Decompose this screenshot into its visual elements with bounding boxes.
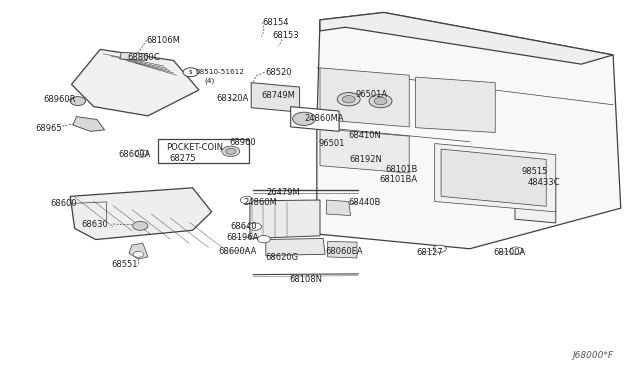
Text: 68101BA: 68101BA [380, 175, 417, 184]
Circle shape [433, 245, 446, 253]
Text: 68101B: 68101B [386, 165, 418, 174]
Text: 68440B: 68440B [348, 198, 380, 207]
Polygon shape [320, 129, 409, 173]
Circle shape [369, 94, 392, 108]
Text: 68551: 68551 [111, 260, 138, 269]
Circle shape [183, 68, 198, 77]
Polygon shape [250, 200, 320, 238]
Polygon shape [72, 49, 199, 116]
Text: 68320A: 68320A [216, 94, 248, 103]
Polygon shape [441, 149, 546, 206]
Text: 68960R: 68960R [44, 95, 76, 104]
Text: 68410N: 68410N [349, 131, 381, 140]
Text: 68127: 68127 [417, 248, 444, 257]
Circle shape [510, 247, 523, 254]
Text: 68196A: 68196A [227, 233, 259, 242]
Text: 68965: 68965 [36, 124, 63, 132]
Text: 26479M: 26479M [266, 188, 300, 197]
Text: 68106M: 68106M [147, 36, 180, 45]
Text: 68153: 68153 [272, 31, 299, 40]
FancyBboxPatch shape [158, 140, 248, 163]
Polygon shape [291, 107, 339, 131]
Text: 68108N: 68108N [289, 275, 323, 284]
Text: 68600A: 68600A [118, 150, 150, 159]
Text: 24860MA: 24860MA [305, 114, 344, 123]
Text: 68520: 68520 [266, 68, 292, 77]
Text: 68960: 68960 [229, 138, 255, 147]
Text: 98515: 98515 [522, 167, 548, 176]
Polygon shape [328, 241, 357, 258]
Polygon shape [435, 144, 556, 212]
Circle shape [132, 221, 148, 230]
Circle shape [241, 196, 253, 204]
Polygon shape [70, 188, 212, 240]
Text: J68000*F: J68000*F [572, 350, 613, 359]
Text: 68630: 68630 [82, 219, 108, 228]
Polygon shape [266, 238, 325, 256]
Text: 68620G: 68620G [266, 253, 299, 263]
Polygon shape [129, 243, 148, 259]
Text: 96501A: 96501A [356, 90, 388, 99]
Circle shape [342, 96, 355, 103]
Text: (4): (4) [204, 77, 214, 84]
Circle shape [292, 112, 316, 125]
Polygon shape [120, 52, 148, 61]
Circle shape [222, 146, 240, 157]
Circle shape [70, 97, 86, 106]
Polygon shape [326, 200, 351, 215]
Text: 68600AA: 68600AA [218, 247, 257, 256]
Polygon shape [251, 83, 300, 112]
Polygon shape [317, 13, 621, 249]
Circle shape [226, 148, 236, 154]
Text: 68640: 68640 [231, 222, 257, 231]
Text: 68060EA: 68060EA [325, 247, 363, 256]
Circle shape [374, 97, 387, 105]
Text: 68100A: 68100A [493, 248, 525, 257]
Polygon shape [320, 68, 409, 127]
Text: POCKET-COIN: POCKET-COIN [166, 144, 223, 153]
Text: 68154: 68154 [262, 17, 289, 26]
Polygon shape [73, 116, 104, 131]
Text: 08510-51612: 08510-51612 [196, 69, 244, 75]
Circle shape [248, 223, 261, 230]
Circle shape [133, 251, 143, 257]
Text: 68600: 68600 [51, 199, 77, 208]
Text: 68192N: 68192N [349, 155, 382, 164]
Circle shape [257, 235, 270, 243]
Circle shape [135, 150, 148, 157]
Text: 48433C: 48433C [528, 178, 560, 187]
Polygon shape [415, 77, 495, 132]
Text: 96501: 96501 [319, 140, 345, 148]
Text: S: S [189, 70, 193, 75]
Polygon shape [515, 173, 556, 223]
Text: 68275: 68275 [169, 154, 196, 163]
Text: 68749M: 68749M [261, 92, 295, 100]
Circle shape [337, 93, 360, 106]
Polygon shape [320, 13, 613, 64]
Text: 68860C: 68860C [127, 53, 160, 62]
Text: 24860M: 24860M [243, 198, 276, 207]
